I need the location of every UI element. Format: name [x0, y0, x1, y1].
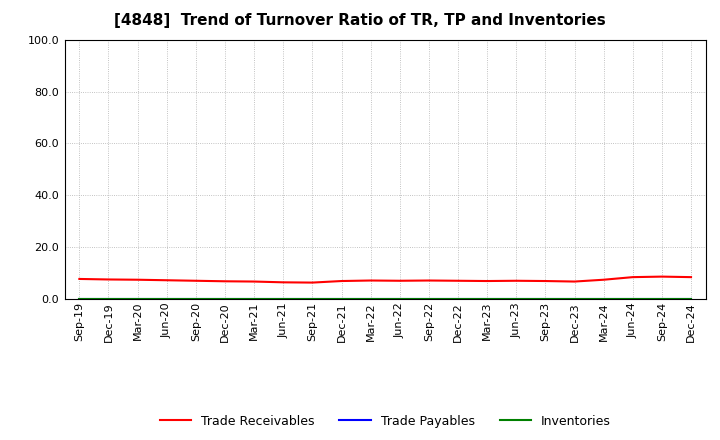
Trade Payables — [279, 297, 287, 302]
Inventories — [425, 296, 433, 301]
Inventories — [687, 296, 696, 301]
Trade Payables — [483, 297, 492, 302]
Inventories — [599, 296, 608, 301]
Trade Payables — [541, 297, 550, 302]
Trade Payables — [337, 297, 346, 302]
Inventories — [133, 296, 142, 301]
Trade Receivables — [279, 280, 287, 285]
Trade Payables — [192, 297, 200, 302]
Trade Receivables — [687, 275, 696, 280]
Trade Receivables — [337, 279, 346, 284]
Inventories — [483, 296, 492, 301]
Inventories — [308, 296, 317, 301]
Trade Receivables — [657, 274, 666, 279]
Trade Receivables — [454, 278, 462, 283]
Inventories — [512, 296, 521, 301]
Inventories — [454, 296, 462, 301]
Trade Payables — [570, 297, 579, 302]
Trade Payables — [687, 297, 696, 302]
Trade Receivables — [629, 275, 637, 280]
Inventories — [629, 296, 637, 301]
Inventories — [192, 296, 200, 301]
Trade Receivables — [75, 276, 84, 282]
Trade Receivables — [163, 278, 171, 283]
Trade Receivables — [220, 279, 229, 284]
Trade Payables — [133, 297, 142, 302]
Trade Payables — [395, 297, 404, 302]
Trade Payables — [629, 297, 637, 302]
Trade Payables — [657, 297, 666, 302]
Inventories — [366, 296, 375, 301]
Inventories — [337, 296, 346, 301]
Trade Receivables — [104, 277, 113, 282]
Trade Payables — [220, 297, 229, 302]
Trade Payables — [454, 297, 462, 302]
Inventories — [104, 296, 113, 301]
Trade Receivables — [308, 280, 317, 285]
Inventories — [75, 296, 84, 301]
Trade Receivables — [395, 278, 404, 283]
Inventories — [395, 296, 404, 301]
Trade Receivables — [133, 277, 142, 282]
Legend: Trade Receivables, Trade Payables, Inventories: Trade Receivables, Trade Payables, Inven… — [160, 415, 611, 428]
Inventories — [163, 296, 171, 301]
Trade Receivables — [366, 278, 375, 283]
Trade Receivables — [192, 278, 200, 283]
Trade Payables — [425, 297, 433, 302]
Inventories — [279, 296, 287, 301]
Trade Payables — [104, 297, 113, 302]
Trade Payables — [75, 297, 84, 302]
Trade Receivables — [570, 279, 579, 284]
Inventories — [250, 296, 258, 301]
Trade Payables — [366, 297, 375, 302]
Trade Receivables — [483, 279, 492, 284]
Text: [4848]  Trend of Turnover Ratio of TR, TP and Inventories: [4848] Trend of Turnover Ratio of TR, TP… — [114, 13, 606, 28]
Trade Receivables — [425, 278, 433, 283]
Inventories — [541, 296, 550, 301]
Trade Receivables — [250, 279, 258, 284]
Trade Receivables — [512, 278, 521, 283]
Inventories — [570, 296, 579, 301]
Trade Receivables — [599, 277, 608, 282]
Trade Payables — [308, 297, 317, 302]
Trade Payables — [250, 297, 258, 302]
Trade Payables — [163, 297, 171, 302]
Inventories — [657, 296, 666, 301]
Line: Trade Receivables: Trade Receivables — [79, 277, 691, 282]
Trade Payables — [512, 297, 521, 302]
Trade Payables — [599, 297, 608, 302]
Trade Receivables — [541, 279, 550, 284]
Inventories — [220, 296, 229, 301]
